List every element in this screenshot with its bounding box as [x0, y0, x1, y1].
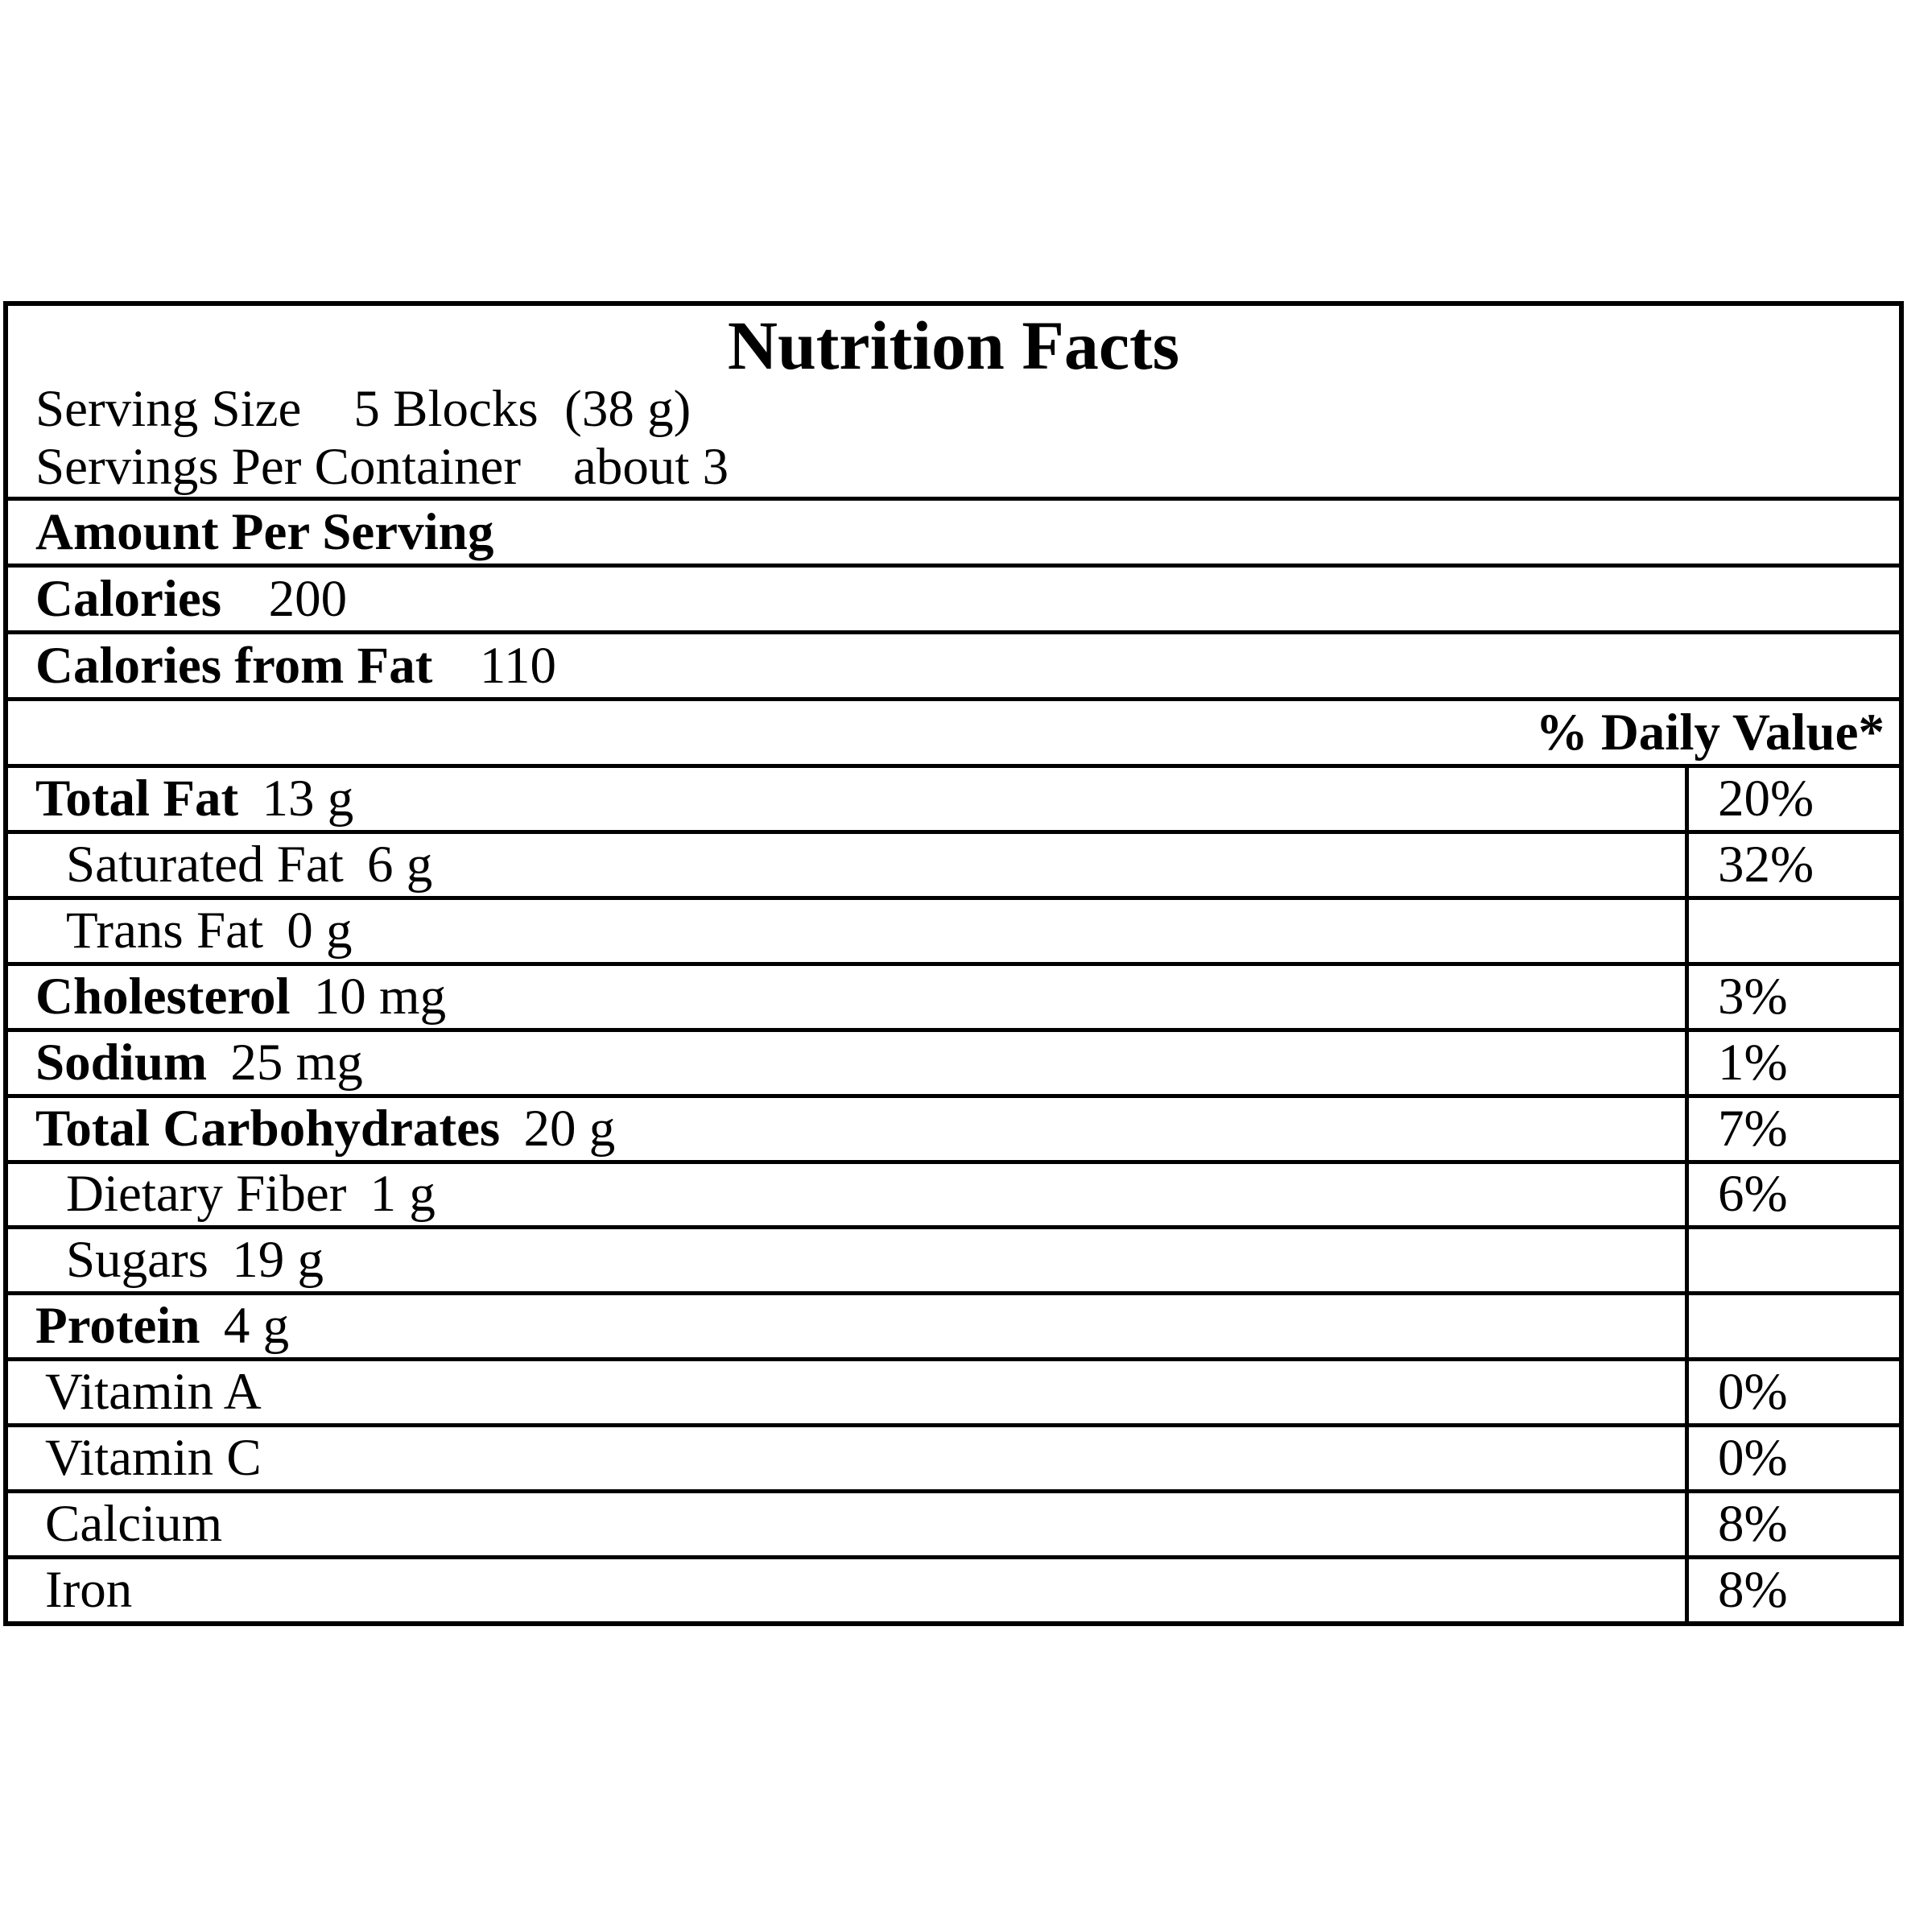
calories-from-fat-value: 110 — [479, 636, 556, 695]
nutrient-daily-value: 20% — [1718, 769, 1814, 828]
servings-per-container-label: Servings Per Container — [35, 438, 521, 496]
nutrient-name: Vitamin A — [45, 1363, 262, 1422]
nutrient-name-cell: Trans Fat 0 g — [8, 900, 1685, 962]
nutrient-daily-value-cell — [1685, 1295, 1899, 1358]
nutrient-name: Cholesterol — [35, 967, 291, 1026]
servings-per-container-value: about 3 — [572, 438, 729, 496]
nutrient-daily-value-cell — [1685, 899, 1899, 962]
nutrient-name-cell: Vitamin A — [8, 1361, 1685, 1423]
nutrient-daily-value-cell: 0% — [1685, 1427, 1899, 1490]
nutrient-name-cell: Saturated Fat 6 g — [8, 834, 1685, 896]
nutrient-name: Vitamin C — [45, 1429, 262, 1488]
nutrient-amount: 4 g — [223, 1297, 290, 1356]
nutrition-facts-label: Nutrition Facts Serving Size 5 Blocks (3… — [3, 301, 1904, 1626]
serving-size-value: 5 Blocks (38 g) — [353, 379, 691, 438]
nutrient-row: Sodium 25 mg 1% — [8, 1031, 1899, 1098]
nutrient-daily-value: 3% — [1718, 967, 1788, 1026]
nutrient-daily-value-cell — [1685, 1229, 1899, 1292]
nutrient-daily-value: 7% — [1718, 1099, 1788, 1158]
nutrient-name: Saturated Fat — [66, 835, 344, 894]
nutrient-row: Calcium 8% — [8, 1493, 1899, 1560]
servings-per-container-row: Servings Per Container about 3 — [8, 438, 1899, 497]
nutrient-name: Iron — [45, 1561, 133, 1620]
nutrient-daily-value: 0% — [1718, 1363, 1788, 1422]
label-header: Nutrition Facts Serving Size 5 Blocks (3… — [8, 306, 1899, 501]
nutrient-name: Dietary Fiber — [66, 1165, 347, 1224]
nutrient-name-cell: Total Carbohydrates 20 g — [8, 1098, 1685, 1160]
nutrient-name-cell: Total Fat 13 g — [8, 768, 1685, 830]
nutrient-amount: 10 mg — [313, 967, 447, 1026]
nutrient-daily-value: 32% — [1718, 835, 1814, 894]
nutrient-amount: 6 g — [367, 835, 433, 894]
nutrient-row: Cholesterol 10 mg 3% — [8, 965, 1899, 1032]
nutrient-daily-value-cell: 6% — [1685, 1163, 1899, 1226]
nutrient-name-cell: Sodium 25 mg — [8, 1032, 1685, 1094]
nutrient-amount: 13 g — [262, 769, 354, 828]
nutrient-row: Sugars 19 g — [8, 1229, 1899, 1296]
nutrient-daily-value-cell: 32% — [1685, 833, 1899, 896]
nutrient-daily-value: 8% — [1718, 1561, 1788, 1620]
amount-per-serving-label: Amount Per Serving — [35, 502, 494, 561]
nutrient-name: Sodium — [35, 1033, 208, 1092]
calories-value: 200 — [268, 569, 348, 628]
nutrient-row: Vitamin A 0% — [8, 1361, 1899, 1428]
nutrient-name-cell: Iron — [8, 1559, 1685, 1621]
nutrient-amount: 0 g — [287, 901, 353, 960]
nutrient-row: Total Carbohydrates 20 g 7% — [8, 1097, 1899, 1164]
daily-value-header-label: % Daily Value* — [1535, 703, 1885, 762]
nutrient-rows: Total Fat 13 g 20% Saturated Fat 6 g 32% Trans… — [8, 768, 1899, 1621]
nutrient-amount: 25 mg — [230, 1033, 363, 1092]
nutrient-name: Total Fat — [35, 769, 239, 828]
nutrient-row: Saturated Fat 6 g 32% — [8, 833, 1899, 900]
nutrient-amount: 1 g — [369, 1165, 436, 1224]
nutrient-name: Calcium — [45, 1495, 223, 1554]
nutrient-amount: 20 g — [523, 1099, 616, 1158]
serving-size-row: Serving Size 5 Blocks (38 g) — [8, 380, 1899, 438]
nutrient-row: Protein 4 g — [8, 1295, 1899, 1362]
nutrient-daily-value-cell: 0% — [1685, 1361, 1899, 1424]
nutrient-row: Iron 8% — [8, 1559, 1899, 1621]
nutrient-row: Total Fat 13 g 20% — [8, 768, 1899, 834]
calories-row: Calories 200 — [8, 568, 1899, 634]
nutrient-daily-value: 0% — [1718, 1429, 1788, 1488]
nutrient-name-cell: Cholesterol 10 mg — [8, 966, 1685, 1028]
nutrient-name-cell: Dietary Fiber 1 g — [8, 1164, 1685, 1226]
nutrient-name: Protein — [35, 1297, 200, 1356]
nutrient-daily-value: 6% — [1718, 1165, 1788, 1224]
nutrient-daily-value: 8% — [1718, 1495, 1788, 1554]
nutrient-name-cell: Calcium — [8, 1493, 1685, 1555]
nutrient-daily-value-cell: 1% — [1685, 1031, 1899, 1094]
nutrient-daily-value: 1% — [1718, 1033, 1788, 1092]
nutrient-daily-value-cell: 20% — [1685, 768, 1899, 830]
nutrient-name-cell: Protein 4 g — [8, 1295, 1685, 1357]
nutrient-daily-value-cell: 7% — [1685, 1097, 1899, 1160]
nutrient-row: Vitamin C 0% — [8, 1427, 1899, 1494]
nutrient-amount: 19 g — [232, 1231, 324, 1290]
calories-label: Calories — [35, 569, 222, 628]
daily-value-header-row: % Daily Value* — [8, 701, 1899, 768]
nutrient-daily-value-cell: 8% — [1685, 1559, 1899, 1621]
nutrient-name: Trans Fat — [66, 901, 264, 960]
nutrient-row: Dietary Fiber 1 g 6% — [8, 1163, 1899, 1230]
calories-from-fat-label: Calories from Fat — [35, 636, 433, 695]
nutrient-daily-value-cell: 3% — [1685, 965, 1899, 1028]
nutrient-row: Trans Fat 0 g — [8, 899, 1899, 966]
nutrient-daily-value-cell: 8% — [1685, 1493, 1899, 1556]
nutrient-name: Total Carbohydrates — [35, 1099, 501, 1158]
nutrient-name-cell: Sugars 19 g — [8, 1229, 1685, 1291]
amount-per-serving-row: Amount Per Serving — [8, 501, 1899, 568]
nutrient-name: Sugars — [66, 1231, 208, 1290]
calories-from-fat-row: Calories from Fat 110 — [8, 634, 1899, 701]
label-title: Nutrition Facts — [727, 307, 1180, 384]
nutrient-name-cell: Vitamin C — [8, 1427, 1685, 1489]
serving-size-label: Serving Size — [35, 379, 302, 438]
